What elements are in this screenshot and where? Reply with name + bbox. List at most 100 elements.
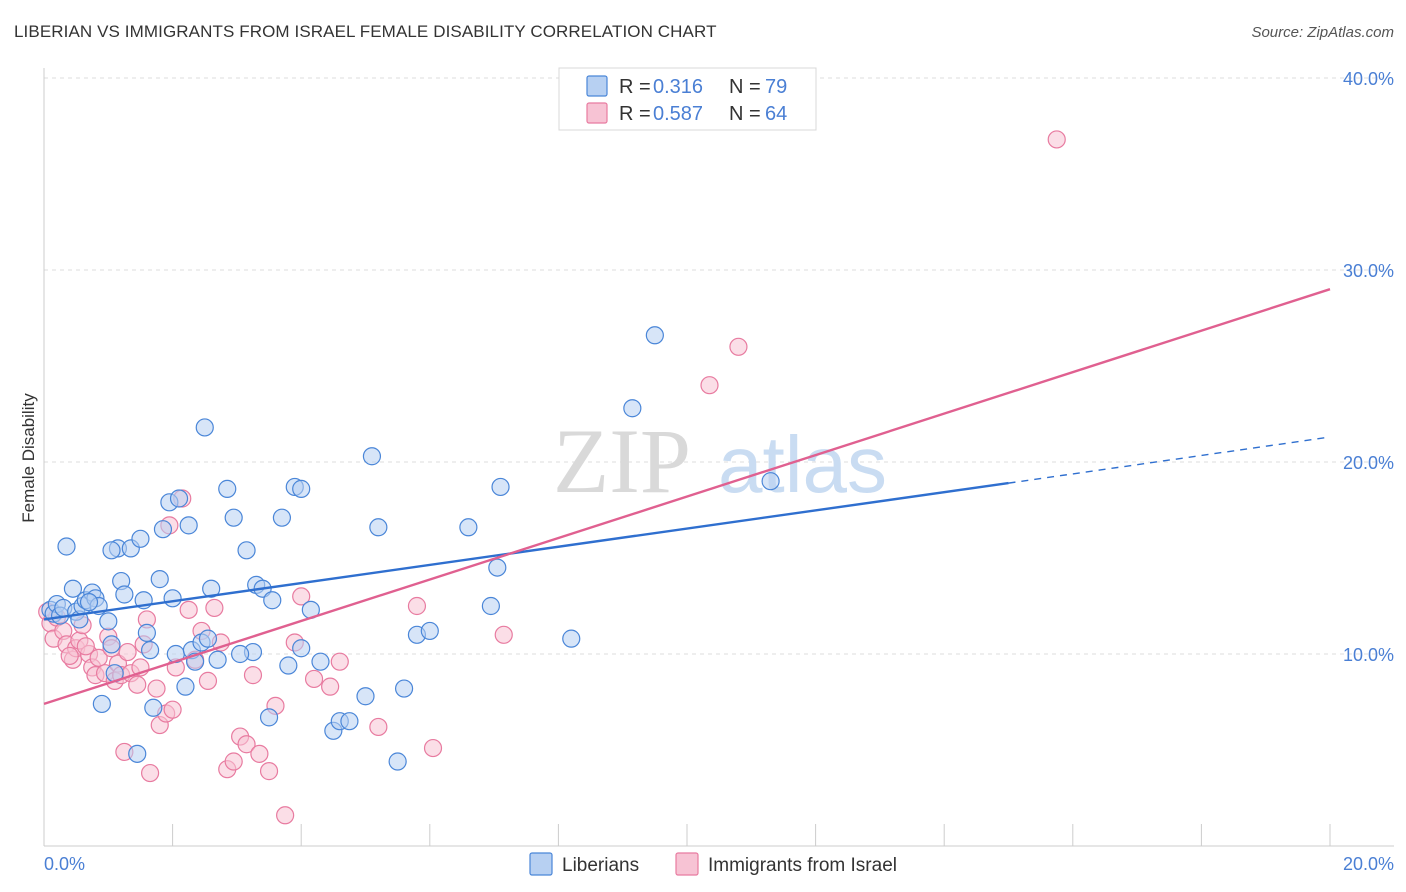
liberians-point (218, 479, 237, 498)
series-israel-points (38, 130, 1066, 825)
israel-point (407, 596, 427, 616)
liberians-point (63, 579, 83, 598)
israel-point (259, 762, 279, 781)
legend-swatch-pink (586, 102, 608, 124)
series-liberians-points (41, 326, 780, 771)
liberians-point (362, 447, 382, 466)
liberians-point (102, 541, 121, 560)
liberians-point (57, 537, 76, 556)
liberians-point (79, 593, 99, 612)
israel-point (76, 637, 95, 656)
y-tick-label: 20.0% (1343, 453, 1394, 473)
israel-point (205, 598, 224, 618)
axes (43, 68, 1394, 847)
y-axis-label: Female Disability (19, 393, 38, 523)
israel-point (118, 642, 137, 662)
legend-n-label-1: N = (729, 76, 761, 98)
israel-point (243, 666, 263, 685)
liberians-point (140, 641, 160, 660)
bottom-legend-swatch-israel (675, 852, 699, 876)
y-tick-label: 10.0% (1343, 645, 1394, 665)
israel-point (89, 648, 108, 667)
israel-point (237, 735, 256, 754)
israel-point (700, 376, 719, 395)
israel-point (179, 600, 198, 619)
liberians-point (761, 472, 780, 491)
liberians-point (562, 629, 581, 648)
watermark-zip: ZIP (553, 410, 691, 512)
liberians-point (195, 418, 214, 437)
liberians-point (231, 644, 250, 664)
y-tick-label: 40.0% (1343, 69, 1394, 89)
source-label: Source: ZipAtlas.com (1251, 24, 1394, 41)
grid-lines (44, 77, 1394, 655)
tick-labels: 10.0% 20.0% 30.0% 40.0% 0.0% 20.0% (44, 69, 1394, 874)
liberians-point (292, 479, 311, 498)
liberians-point (198, 629, 218, 648)
israel-point (276, 806, 295, 825)
liberians-point (128, 744, 147, 763)
israel-point (729, 337, 748, 356)
israel-point (60, 646, 79, 666)
liberians-point (340, 712, 359, 731)
bottom-legend-swatch-liberians (529, 852, 553, 876)
liberians-point (202, 579, 221, 598)
liberians-point (99, 612, 118, 631)
trend-lines (43, 288, 1331, 706)
liberians-point (388, 752, 407, 771)
watermark-atlas: atlas (718, 420, 887, 509)
liberians-point (208, 650, 227, 669)
legend-swatch-blue (586, 75, 608, 97)
legend-n-label-2: N = (729, 103, 761, 125)
israel-point (330, 652, 349, 671)
liberians-trend-line (43, 481, 1009, 621)
liberians-point (311, 652, 330, 671)
liberians-point (481, 596, 500, 616)
liberians-point (92, 694, 111, 714)
liberians-point (259, 708, 279, 727)
israel-point (198, 671, 218, 690)
x-tick-label: 20.0% (1343, 854, 1394, 874)
legend: R = 0.316 N = 79 R = 0.587 N = 64 (558, 67, 817, 131)
liberians-point (356, 687, 375, 706)
liberians-point (237, 541, 256, 560)
legend-n-value-1: 79 (765, 76, 787, 98)
legend-r-label-1: R = (619, 76, 651, 98)
x-tick-label: 0.0% (44, 854, 85, 874)
chart-title: LIBERIAN VS IMMIGRANTS FROM ISRAEL FEMAL… (14, 22, 717, 41)
israel-point (163, 700, 182, 719)
israel-point (321, 677, 340, 696)
liberians-trend-extension (1008, 436, 1331, 484)
israel-point (304, 669, 324, 689)
legend-n-value-2: 64 (765, 103, 787, 125)
israel-point (1047, 130, 1066, 149)
israel-point (140, 763, 160, 783)
liberians-point (263, 591, 282, 610)
israel-point (250, 744, 269, 763)
liberians-point (491, 477, 510, 497)
liberians-point (394, 679, 414, 698)
israel-point (224, 752, 243, 771)
liberians-point (144, 698, 163, 717)
israel-trend-line (43, 288, 1331, 706)
liberians-point (292, 639, 311, 658)
israel-point (423, 738, 443, 758)
israel-point (128, 675, 147, 694)
bottom-legend: Liberians Immigrants from Israel (529, 852, 897, 876)
liberians-point (224, 508, 243, 527)
liberians-point (645, 326, 664, 345)
bottom-legend-liberians: Liberians (562, 855, 639, 876)
liberians-point (163, 589, 182, 608)
liberians-point (488, 558, 507, 577)
liberians-point (369, 518, 388, 537)
liberians-point (279, 656, 298, 675)
liberians-point (176, 677, 195, 696)
liberians-point (102, 635, 121, 654)
legend-r-value-2: 0.587 (653, 103, 703, 125)
bottom-legend-israel: Immigrants from Israel (708, 855, 897, 876)
liberians-point (137, 623, 156, 642)
liberians-point (115, 585, 134, 604)
liberians-point (131, 529, 150, 548)
legend-r-value-1: 0.316 (653, 76, 703, 98)
